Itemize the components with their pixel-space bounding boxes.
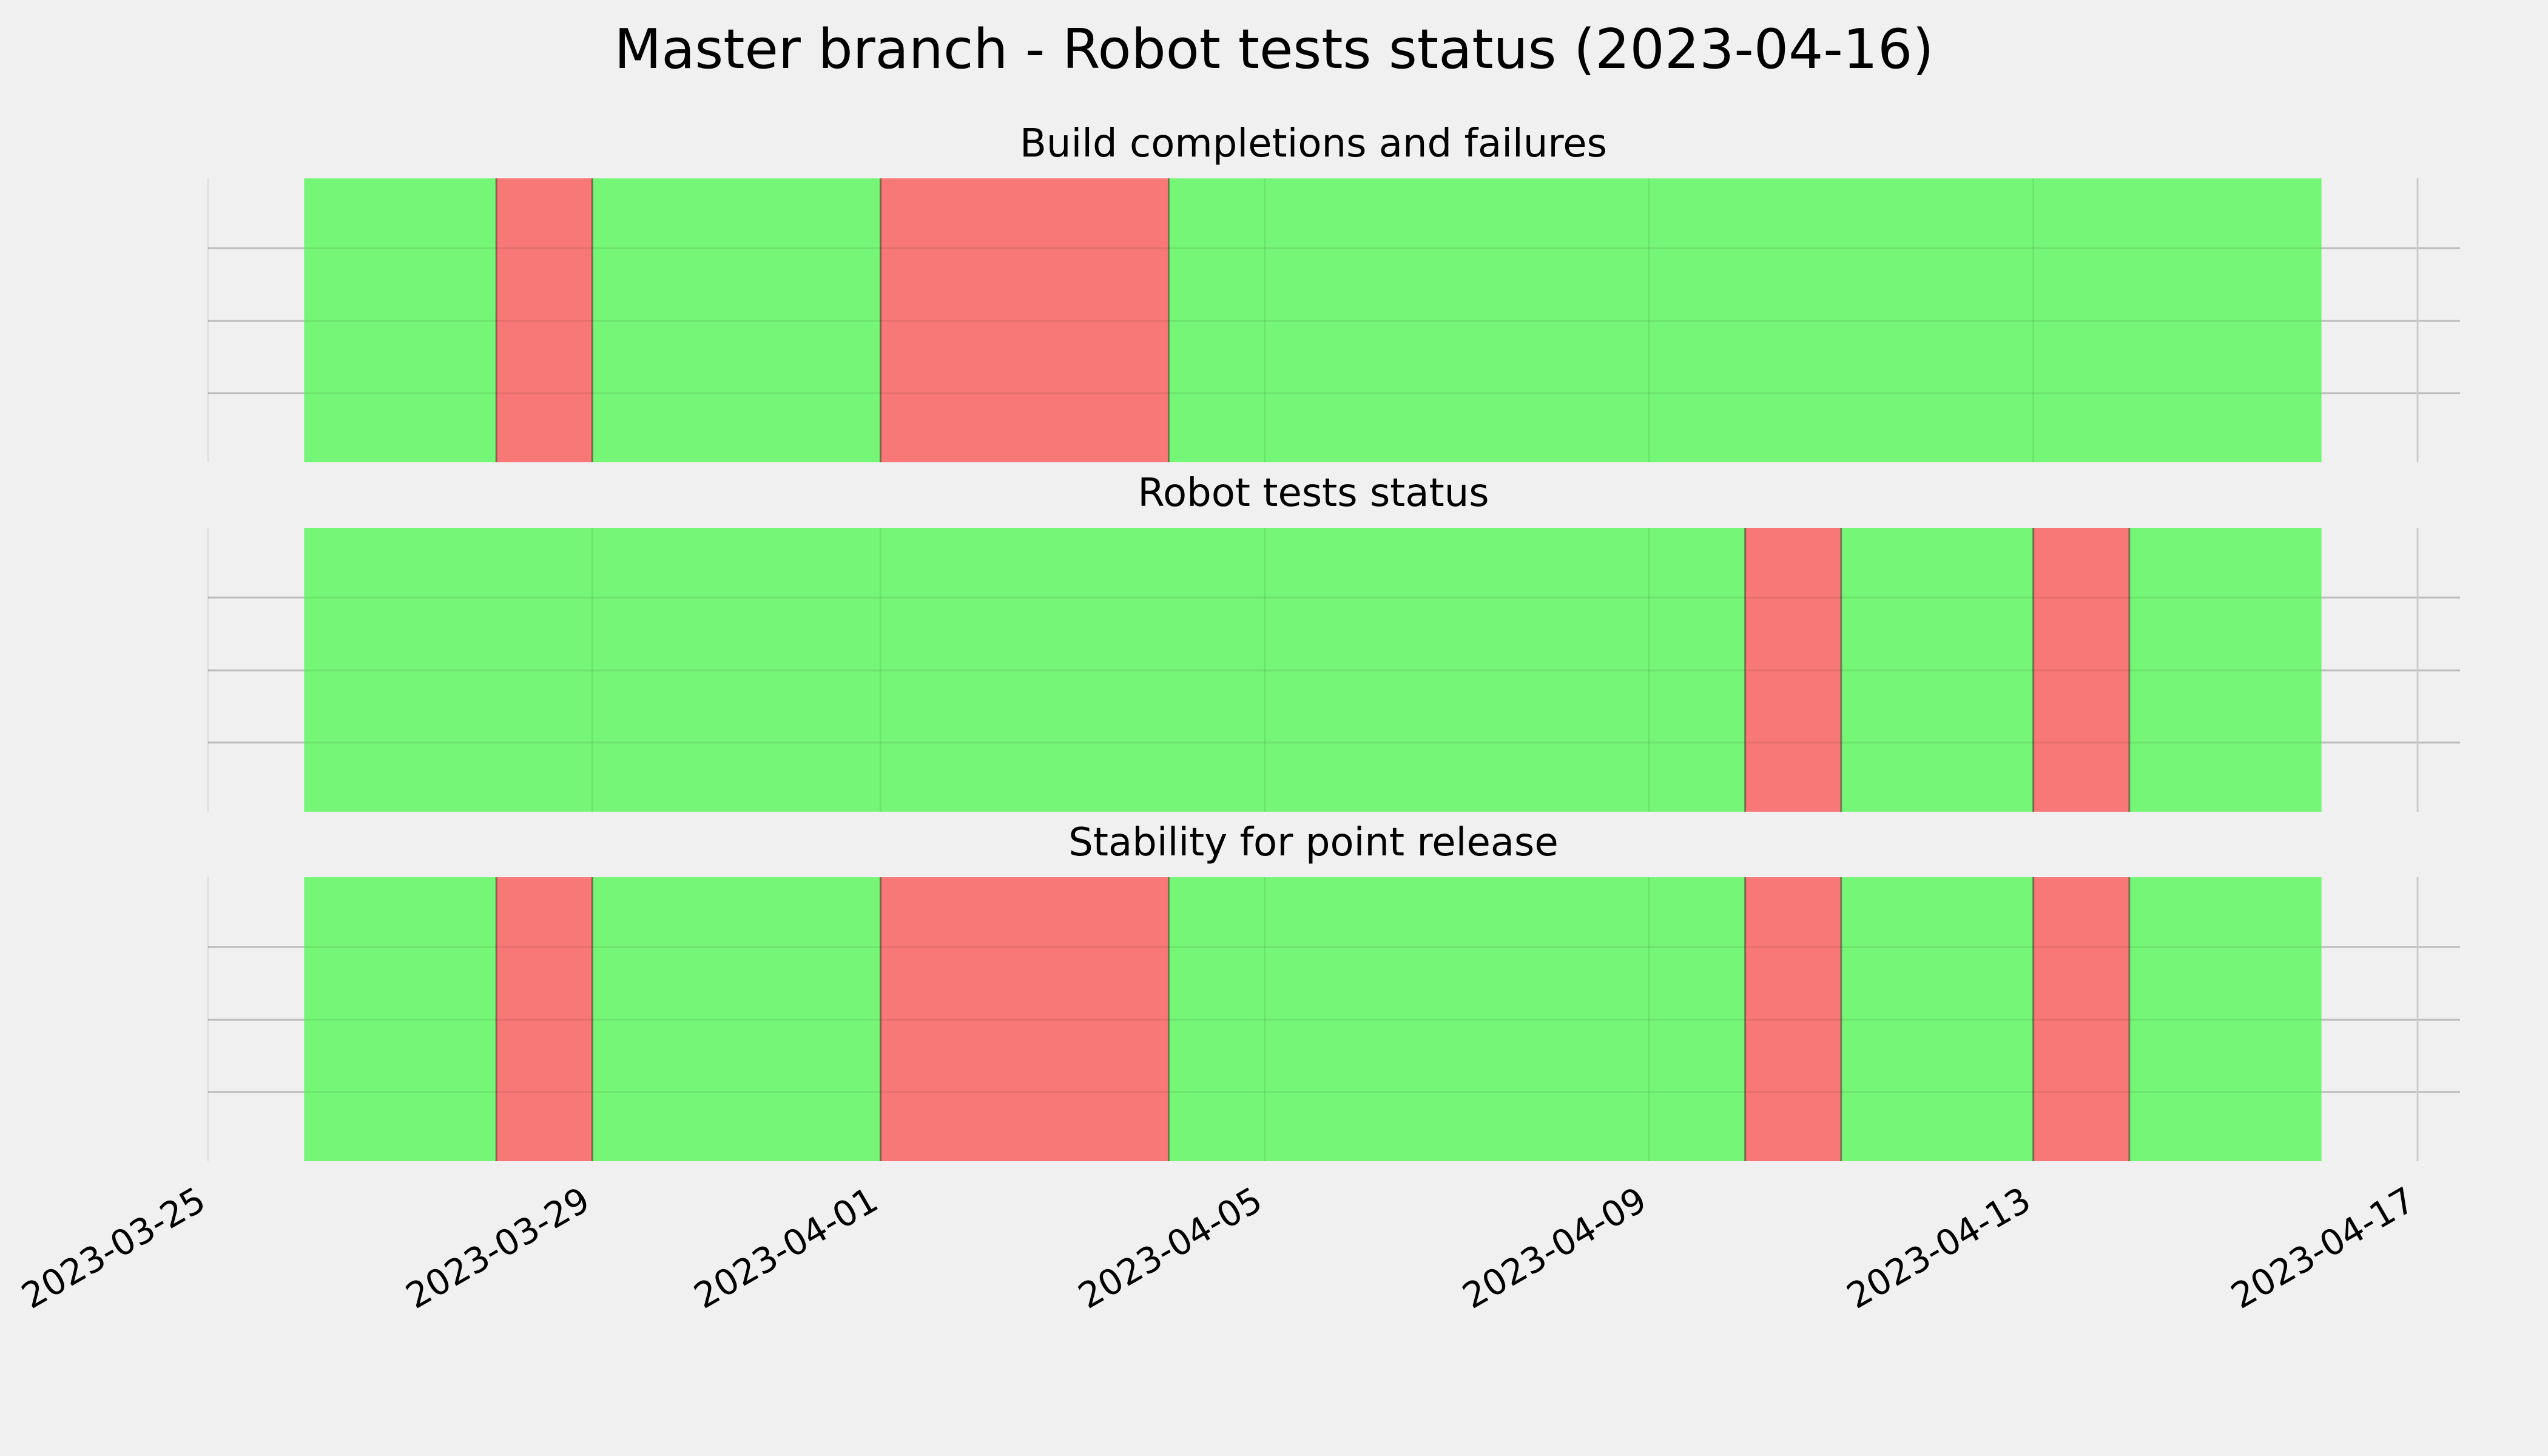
success-segment (304, 528, 1745, 812)
success-segment (1841, 877, 2034, 1161)
panel-title: Build completions and failures (1020, 121, 1607, 166)
failure-segment (1745, 877, 1841, 1161)
x-tick-label: 2023-03-29 (399, 1179, 596, 1316)
timeline-panel: Build completions and failures (207, 121, 2460, 462)
timeline-panel: Stability for point release (207, 820, 2460, 1161)
x-tick-label: 2023-03-25 (15, 1179, 212, 1316)
x-tick-label: 2023-04-01 (687, 1179, 885, 1316)
failure-segment (1745, 528, 1841, 812)
success-segment (2129, 877, 2322, 1161)
chart-title: Master branch - Robot tests status (2023… (615, 18, 1934, 81)
x-tick-label: 2023-04-17 (2224, 1179, 2422, 1316)
panels-layer: Build completions and failures Robot test… (207, 121, 2460, 1161)
failure-segment (2033, 528, 2129, 812)
failure-segment (880, 877, 1169, 1161)
success-segment (1168, 178, 2322, 462)
panel-title: Robot tests status (1138, 471, 1489, 516)
success-segment (1841, 528, 2034, 812)
x-tick-label: 2023-04-13 (1840, 1179, 2038, 1316)
success-segment (1168, 877, 1745, 1161)
panel-title: Stability for point release (1068, 820, 1559, 865)
x-tick-label: 2023-04-09 (1455, 1179, 1653, 1316)
success-segment (304, 178, 497, 462)
success-segment (304, 877, 497, 1161)
success-segment (592, 877, 881, 1161)
failure-segment (2033, 877, 2129, 1161)
failure-segment (496, 877, 593, 1161)
success-segment (2129, 528, 2322, 812)
x-axis: 2023-03-25 2023-03-29 2023-04-01 2023-04-05… (15, 1179, 2422, 1316)
x-tick-label: 2023-04-05 (1071, 1179, 1269, 1316)
timeline-panel: Robot tests status (207, 471, 2460, 812)
success-segment (592, 178, 881, 462)
failure-segment (496, 178, 593, 462)
failure-segment (880, 178, 1169, 462)
